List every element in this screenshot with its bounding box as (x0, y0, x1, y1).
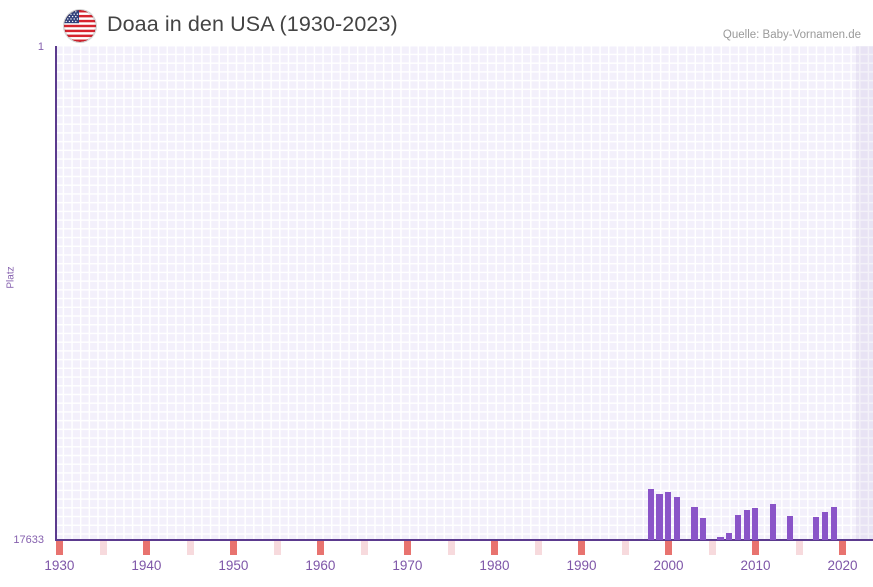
us-flag-icon (64, 10, 96, 42)
x-axis-marker-2000 (665, 541, 673, 555)
x-axis-marker-2020 (839, 541, 847, 555)
x-axis-marker-1960 (317, 541, 325, 555)
x-axis-marker-2010 (752, 541, 760, 555)
x-axis-tick-1940: 1940 (131, 558, 162, 573)
bar-2001[interactable] (673, 497, 681, 540)
x-axis-tick-1990: 1990 (566, 558, 597, 573)
bar-2012[interactable] (769, 504, 776, 540)
x-axis-marker-1930 (56, 541, 63, 555)
bar-2017[interactable] (813, 517, 820, 540)
y-axis-label: Platz (5, 266, 17, 289)
bar-2019[interactable] (830, 507, 837, 540)
x-axis-marker-2015 (795, 541, 803, 555)
x-axis-marker-1935 (99, 541, 107, 555)
page-title: Doaa in den USA (1930-2023) (107, 12, 398, 36)
source-label: Quelle: Baby-Vornamen.de (722, 29, 861, 41)
bar-2018[interactable] (821, 512, 829, 540)
chart-header: Doaa in den USA (1930-2023) Quelle: Baby… (0, 0, 873, 44)
x-axis-marker-1950 (230, 541, 238, 555)
bar-2003[interactable] (691, 507, 698, 540)
x-axis-line (55, 539, 873, 541)
bar-2009[interactable] (743, 510, 750, 540)
x-axis-marker-1970 (404, 541, 412, 555)
x-axis-tick-1980: 1980 (479, 558, 510, 573)
x-axis-tick-2010: 2010 (740, 558, 771, 573)
x-axis-marker-1980 (491, 541, 499, 555)
x-axis-marker-1975 (447, 541, 455, 555)
x-axis-tick-1950: 1950 (218, 558, 249, 573)
bar-2000[interactable] (665, 492, 672, 540)
x-axis-marker-1955 (273, 541, 281, 555)
x-axis-tick-2020: 2020 (827, 558, 858, 573)
bar-2010[interactable] (752, 508, 759, 540)
x-axis-tick-1930: 1930 (44, 558, 75, 573)
x-axis-tick-1970: 1970 (392, 558, 423, 573)
no-data-shaded-region (855, 46, 873, 540)
x-axis-tick-1960: 1960 (305, 558, 336, 573)
x-axis-marker-2005 (708, 541, 716, 555)
y-axis-line (55, 46, 57, 540)
bar-2004[interactable] (700, 518, 707, 540)
x-axis-marker-1985 (534, 541, 542, 555)
bar-1999[interactable] (656, 494, 663, 540)
bar-2008[interactable] (734, 515, 742, 540)
x-axis-marker-1965 (360, 541, 368, 555)
x-axis-marker-1940 (143, 541, 151, 555)
x-axis-marker-1995 (621, 541, 629, 555)
x-axis-marker-1945 (186, 541, 194, 555)
bar-2014[interactable] (787, 516, 794, 540)
x-axis-marker-1990 (578, 541, 586, 555)
x-axis-tick-2000: 2000 (653, 558, 684, 573)
bar-2006[interactable] (717, 537, 724, 540)
bar-1998[interactable] (647, 489, 655, 540)
bar-2007[interactable] (726, 533, 733, 540)
y-axis-tick-top: 1 (37, 41, 44, 53)
y-axis-tick-bottom: 17633 (13, 534, 44, 546)
chart-plot-area (55, 46, 873, 540)
